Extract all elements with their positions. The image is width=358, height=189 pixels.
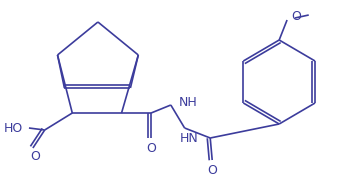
Text: NH: NH (179, 95, 198, 108)
Text: O: O (30, 149, 40, 163)
Text: O: O (291, 9, 301, 22)
Text: HN: HN (180, 132, 198, 145)
Text: O: O (146, 142, 156, 154)
Text: HO: HO (4, 122, 23, 135)
Text: O: O (207, 163, 217, 177)
